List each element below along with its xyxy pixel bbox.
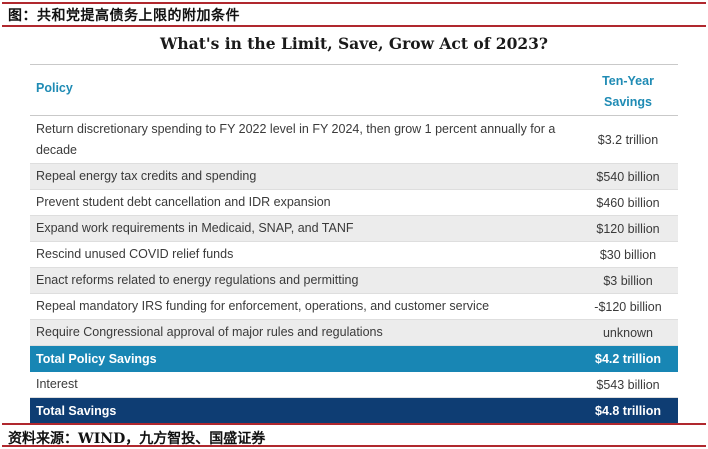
row-savings: $120 billion — [596, 221, 660, 236]
row-policy: Total Savings — [36, 403, 117, 418]
table-header: Policy Ten-Year Savings — [30, 64, 678, 116]
header-savings-line2: Savings — [604, 95, 652, 109]
row-policy: Repeal mandatory IRS funding for enforce… — [36, 299, 490, 313]
table-title: What's in the Limit, Save, Grow Act of 2… — [159, 34, 549, 53]
figure-caption: 图：共和党提高债务上限的附加条件 — [8, 8, 240, 24]
header-savings-line1: Ten-Year — [602, 74, 654, 88]
row-policy: Interest — [36, 377, 78, 391]
row-policy: Return discretionary spending to FY 2022… — [36, 121, 556, 157]
savings-table: Policy Ten-Year Savings Return discretio… — [30, 64, 678, 424]
header-policy: Policy — [36, 81, 73, 95]
row-savings: -$120 billion — [594, 299, 662, 314]
table-row: Prevent student debt cancellation and ID… — [30, 190, 678, 216]
row-policy: Prevent student debt cancellation and ID… — [36, 195, 331, 209]
row-policy: Require Congressional approval of major … — [36, 325, 383, 339]
row-savings: $3 billion — [603, 273, 653, 288]
row-savings: $540 billion — [596, 169, 660, 184]
table-row: Enact reforms related to energy regulati… — [30, 268, 678, 294]
row-savings: unknown — [602, 325, 654, 340]
header-savings: Ten-Year Savings — [578, 71, 678, 113]
table-row: Return discretionary spending to FY 2022… — [30, 116, 678, 164]
row-savings: $4.2 trillion — [595, 352, 661, 366]
row-policy: Rescind unused COVID relief funds — [36, 247, 234, 261]
row-savings: $3.2 trillion — [597, 132, 659, 147]
row-policy: Repeal energy tax credits and spending — [36, 169, 257, 183]
row-savings: $30 billion — [599, 247, 657, 262]
table-row: Expand work requirements in Medicaid, SN… — [30, 216, 678, 242]
row-savings: $460 billion — [596, 195, 660, 210]
row-policy: Enact reforms related to energy regulati… — [36, 273, 359, 287]
table-row: Rescind unused COVID relief funds $30 bi… — [30, 242, 678, 268]
table-row: Require Congressional approval of major … — [30, 320, 678, 346]
row-policy: Expand work requirements in Medicaid, SN… — [36, 221, 354, 235]
row-savings: $543 billion — [596, 377, 660, 392]
caption-divider — [2, 25, 706, 27]
source-caption: 资料来源：WIND，九方智投、国盛证券 — [8, 431, 266, 447]
source-divider — [2, 423, 706, 425]
bottom-frame-line — [2, 445, 706, 447]
total-savings-row: Total Savings $4.8 trillion — [30, 398, 678, 424]
total-policy-savings-row: Total Policy Savings $4.2 trillion — [30, 346, 678, 372]
table-row: Repeal energy tax credits and spending $… — [30, 164, 678, 190]
table-row: Repeal mandatory IRS funding for enforce… — [30, 294, 678, 320]
row-savings: $4.8 trillion — [595, 404, 661, 418]
top-frame-line — [2, 2, 706, 4]
table-row: Interest $543 billion — [30, 372, 678, 398]
row-policy: Total Policy Savings — [36, 351, 157, 366]
